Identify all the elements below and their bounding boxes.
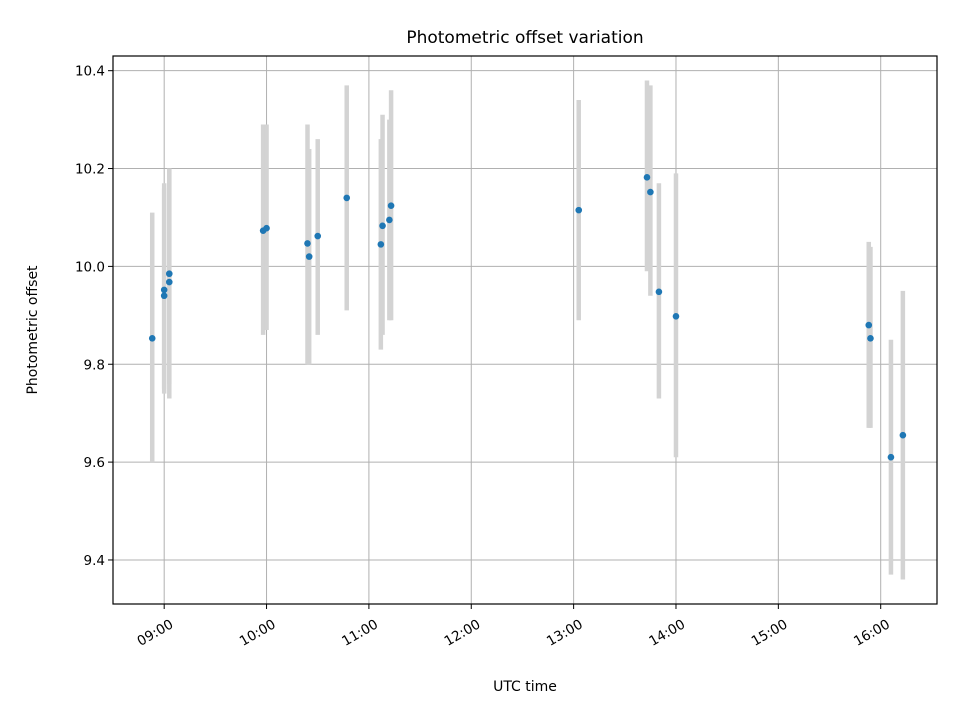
- y-tick-label: 9.4: [84, 553, 105, 569]
- data-point: [867, 335, 874, 342]
- data-point: [387, 202, 395, 210]
- data-point: [148, 335, 156, 342]
- y-tick-label: 10.2: [75, 162, 105, 178]
- data-point: [160, 292, 168, 300]
- y-tick-label: 9.8: [84, 357, 105, 373]
- y-axis-label: Photometric offset: [25, 265, 41, 395]
- data-points: [148, 174, 907, 461]
- data-point: [305, 253, 313, 260]
- data-point: [263, 224, 270, 232]
- data-point: [672, 313, 680, 320]
- x-axis-label: UTC time: [493, 679, 557, 695]
- data-point: [160, 286, 168, 294]
- data-point: [647, 188, 654, 196]
- data-point: [865, 321, 873, 329]
- data-point: [343, 194, 351, 202]
- data-point: [899, 431, 907, 439]
- data-point: [314, 232, 322, 240]
- y-tick-label: 10.4: [75, 64, 105, 80]
- data-point: [379, 222, 386, 230]
- data-point: [887, 453, 895, 461]
- plot-frame: [112, 55, 938, 605]
- data-point: [386, 216, 393, 224]
- data-point: [304, 240, 311, 247]
- y-tick-label: 9.6: [84, 455, 105, 471]
- y-tick-label: 10.0: [75, 259, 105, 275]
- data-point: [377, 241, 385, 248]
- data-point: [643, 174, 651, 181]
- chart-title: Photometric offset variation: [406, 28, 643, 48]
- data-point: [165, 278, 173, 286]
- data-point: [655, 288, 663, 296]
- data-point: [165, 270, 173, 278]
- data-point: [575, 206, 583, 214]
